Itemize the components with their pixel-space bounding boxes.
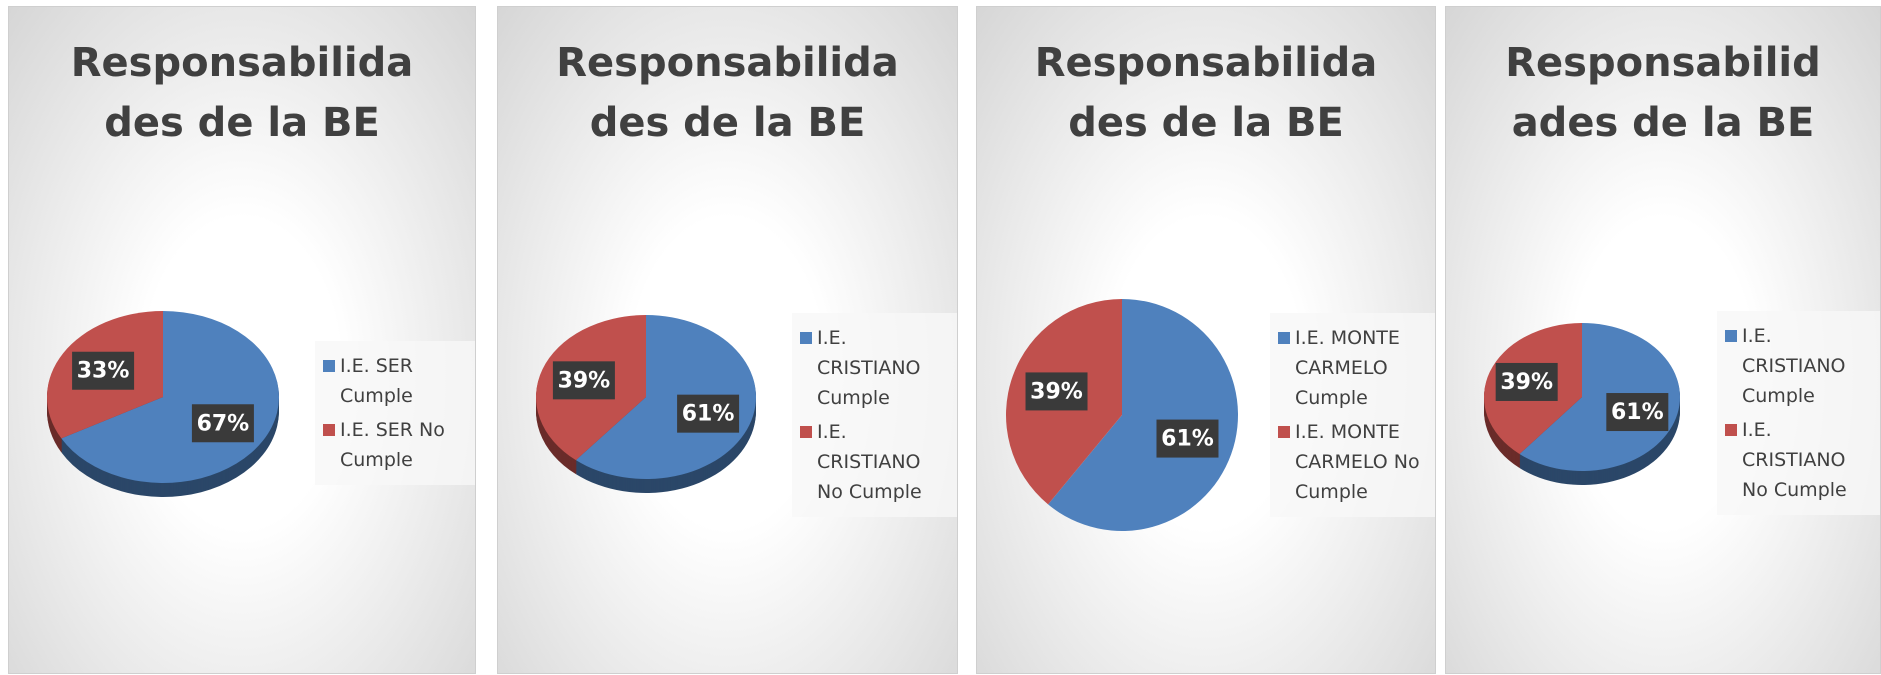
pie-chart: 61% 39%	[535, 314, 756, 493]
pie-slice	[1048, 299, 1238, 532]
chart-title: Responsabilidades de la BE	[1505, 40, 1821, 146]
legend-label: I.E. MONTE CARMELO No Cumple	[1295, 421, 1420, 503]
legend-label: I.E. CRISTIANO No Cumple	[1742, 419, 1847, 501]
data-label: 67%	[197, 411, 250, 436]
pie-chart: 61% 39%	[1484, 323, 1680, 485]
data-label: 39%	[558, 368, 611, 393]
pie-chart: 61% 39%	[1006, 299, 1238, 532]
legend-swatch	[800, 332, 812, 344]
data-label-box	[1156, 419, 1219, 458]
legend-item: I.E. CRISTIANO Cumple	[1725, 321, 1877, 411]
legend-label: I.E. CRISTIANO No Cumple	[817, 421, 922, 503]
data-label-box	[1495, 362, 1558, 401]
legend: I.E. CRISTIANO Cumple I.E. CRISTIANO No C…	[1717, 311, 1880, 515]
data-label: 61%	[1611, 400, 1664, 425]
legend-swatch	[800, 426, 812, 438]
legend-item: I.E. SER Cumple	[323, 351, 473, 411]
pie-slice	[575, 315, 756, 479]
legend-label: I.E. CRISTIANO Cumple	[817, 327, 921, 409]
legend-label: I.E. SER No Cumple	[340, 419, 445, 471]
chart-panel: Responsabilidades de la BE 61% 39% I.E. MON…	[976, 6, 1436, 674]
data-label: 33%	[77, 359, 130, 384]
legend: I.E. CRISTIANO Cumple I.E. CRISTIANO No C…	[792, 313, 957, 517]
legend-item: I.E. CRISTIANO No Cumple	[1725, 415, 1877, 505]
legend: I.E. MONTE CARMELO Cumple I.E. MONTE CARM…	[1270, 313, 1435, 517]
data-label-box	[1025, 372, 1088, 411]
legend-label: I.E. MONTE CARMELO Cumple	[1295, 327, 1400, 409]
data-label-box	[72, 351, 135, 390]
chart-panel: Responsabilidades de la BE 61% 39% I.E. CRI…	[497, 6, 958, 674]
legend-item: I.E. CRISTIANO Cumple	[800, 323, 950, 413]
chart-panel: Responsabilidades de la BE 67% 33% I.E. SER…	[8, 6, 476, 674]
legend: I.E. SER Cumple I.E. SER No Cumple	[315, 341, 475, 485]
data-label: 39%	[1500, 370, 1553, 395]
legend-swatch	[323, 360, 335, 372]
legend-item: I.E. SER No Cumple	[323, 415, 473, 475]
pie-chart: 67% 33%	[46, 311, 280, 497]
data-label: 61%	[682, 402, 735, 427]
data-label-box	[552, 361, 615, 400]
legend-item: I.E. MONTE CARMELO Cumple	[1278, 323, 1430, 413]
data-label-box	[677, 394, 740, 433]
legend-swatch	[1278, 426, 1290, 438]
legend-label: I.E. SER Cumple	[340, 355, 413, 407]
data-label-box	[1606, 393, 1669, 432]
chart-title: Responsabilidades de la BE	[70, 40, 414, 146]
data-label: 39%	[1030, 379, 1083, 404]
legend-item: I.E. CRISTIANO No Cumple	[800, 417, 950, 507]
data-label-box	[191, 404, 254, 443]
pie-slice	[1519, 323, 1680, 472]
legend-swatch	[1278, 332, 1290, 344]
legend-swatch	[323, 424, 335, 436]
legend-label: I.E. CRISTIANO Cumple	[1742, 325, 1846, 407]
chart-panel: Responsabilidades de la BE 61% 39% I.E. CRI…	[1445, 6, 1881, 674]
chart-title: Responsabilidades de la BE	[556, 40, 899, 146]
chart-title: Responsabilidades de la BE	[1034, 40, 1378, 146]
legend-swatch	[1725, 330, 1737, 342]
data-label: 61%	[1161, 427, 1214, 452]
legend-item: I.E. MONTE CARMELO No Cumple	[1278, 417, 1430, 507]
legend-swatch	[1725, 424, 1737, 436]
